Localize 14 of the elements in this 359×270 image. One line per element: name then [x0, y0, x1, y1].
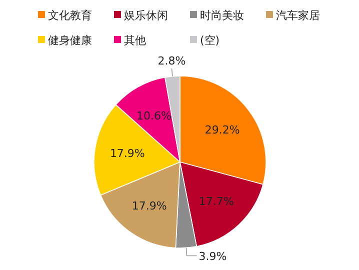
data-label: 17.9% — [132, 200, 167, 213]
legend-label: 汽车家居 — [276, 9, 320, 22]
data-label: 17.9% — [110, 147, 145, 160]
legend-label: 健身健康 — [48, 34, 92, 47]
legend-label: 时尚美妆 — [200, 9, 244, 22]
data-label: 10.6% — [136, 109, 172, 122]
legend-label: (空) — [200, 34, 220, 47]
data-label: 29.2% — [204, 124, 240, 137]
data-label: 3.9% — [198, 250, 227, 263]
legend-label: 其他 — [124, 34, 146, 47]
legend-label: 文化教育 — [48, 9, 92, 22]
data-label: 2.8% — [158, 54, 186, 68]
data-label: 17.7% — [198, 194, 234, 208]
legend-label: 娱乐休闲 — [124, 9, 168, 22]
